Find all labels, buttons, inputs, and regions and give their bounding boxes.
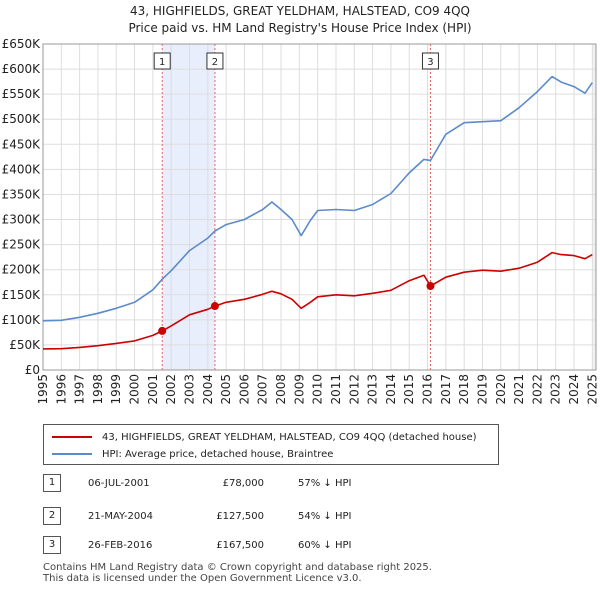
x-tick-label: 2009 (292, 374, 306, 405)
footer-copyright: Contains HM Land Registry data © Crown c… (43, 562, 432, 573)
hpi-line (42, 75, 593, 322)
legend-item-hpi: HPI: Average price, detached house, Brai… (52, 446, 333, 462)
plot-area (43, 44, 596, 370)
footer-licence: This data is licensed under the Open Gov… (43, 573, 362, 584)
legend-label-property: 43, HIGHFIELDS, GREAT YELDHAM, HALSTEAD,… (102, 431, 477, 443)
transaction-number: 2 (43, 507, 61, 525)
x-tick-label: 2008 (274, 374, 288, 405)
legend-swatch-hpi (52, 453, 92, 455)
y-tick-label: £550K (2, 87, 42, 101)
x-tick-label: 1996 (54, 374, 68, 405)
x-tick-label: 2024 (567, 374, 581, 405)
y-tick-label: £250K (2, 238, 42, 252)
sale-label-box (421, 52, 439, 70)
x-tick-label: 2007 (256, 374, 270, 405)
x-tick-label: 2010 (311, 374, 325, 405)
property-price-line (42, 251, 593, 350)
transaction-hpi-diff: 60% ↓ HPI (298, 540, 352, 551)
chart-title: 43, HIGHFIELDS, GREAT YELDHAM, HALSTEAD,… (130, 4, 470, 18)
x-tick-label: 2019 (475, 374, 489, 405)
x-tick-label: 2015 (402, 374, 416, 405)
y-tick-label: £400K (2, 162, 42, 176)
legend-item-property: 43, HIGHFIELDS, GREAT YELDHAM, HALSTEAD,… (52, 429, 477, 445)
price-chart: £0 £50K £100K £150K £200K £250K £300K £350K £400… (2, 37, 600, 405)
sale-marker (210, 302, 219, 311)
y-tick-label: £600K (2, 62, 42, 76)
sale-label-box (206, 52, 224, 70)
x-tick-label: 2012 (347, 374, 361, 405)
transaction-price: £167,500 (216, 540, 264, 551)
chart-subtitle: Price paid vs. HM Land Registry's House … (128, 21, 472, 35)
x-tick-label: 2003 (182, 374, 196, 405)
plot-border (42, 43, 597, 371)
legend-swatch-property (52, 436, 92, 438)
x-tick-label: 2016 (421, 374, 435, 405)
transaction-price: £127,500 (216, 511, 264, 522)
y-tick-label: £200K (2, 263, 42, 277)
transaction-number: 1 (43, 474, 61, 492)
x-tick-label: 2014 (384, 374, 398, 405)
x-tick-label: 2000 (128, 374, 142, 405)
sale-marker (426, 281, 435, 290)
y-tick-label: £150K (2, 288, 42, 302)
shaded-period (162, 44, 215, 370)
x-tick-label: 1997 (73, 374, 87, 405)
transaction-price: £78,000 (222, 478, 264, 489)
x-tick-label: 1999 (109, 374, 123, 405)
transaction-row: 3 26-FEB-2016 £167,500 60% ↓ HPI (0, 536, 600, 556)
sale-label: 3 (427, 57, 433, 68)
y-tick-label: £50K (9, 338, 41, 352)
x-tick-label: 2023 (549, 374, 563, 405)
sale-marker (158, 326, 167, 335)
y-tick-label: £650K (2, 37, 42, 51)
legend: 43, HIGHFIELDS, GREAT YELDHAM, HALSTEAD,… (43, 424, 499, 465)
future-hatch (593, 44, 596, 370)
y-tick-label: £100K (2, 313, 42, 327)
legend-label-hpi: HPI: Average price, detached house, Brai… (102, 448, 334, 460)
x-tick-label: 2001 (146, 374, 160, 405)
x-tick-label: 2002 (164, 374, 178, 405)
x-tick-label: 2011 (329, 374, 343, 405)
y-tick-label: £350K (2, 187, 42, 201)
x-tick-label: 2022 (530, 374, 544, 405)
transaction-date: 21-MAY-2004 (88, 511, 154, 522)
transaction-number: 3 (43, 536, 61, 554)
y-tick-label: £500K (2, 112, 42, 126)
sale-label-box (153, 52, 171, 70)
transaction-date: 06-JUL-2001 (88, 478, 150, 489)
x-tick-label: 2006 (237, 374, 251, 405)
transaction-hpi-diff: 57% ↓ HPI (298, 478, 352, 489)
x-tick-label: 2018 (457, 374, 471, 405)
x-tick-label: 1995 (36, 374, 50, 405)
x-tick-label: 2005 (219, 374, 233, 405)
transaction-date: 26-FEB-2016 (88, 540, 153, 551)
x-tick-label: 2017 (439, 374, 453, 405)
x-tick-label: 2021 (512, 374, 526, 405)
x-tick-label: 1998 (91, 374, 105, 405)
y-tick-label: £300K (2, 213, 42, 227)
sale-label: 2 (212, 57, 218, 68)
x-tick-label: 2025 (585, 374, 599, 405)
transaction-row: 2 21-MAY-2004 £127,500 54% ↓ HPI (0, 507, 600, 527)
transaction-row: 1 06-JUL-2001 £78,000 57% ↓ HPI (0, 474, 600, 494)
y-tick-label: £450K (2, 137, 42, 151)
x-tick-label: 2013 (366, 374, 380, 405)
transaction-hpi-diff: 54% ↓ HPI (298, 511, 352, 522)
y-tick-label: £0 (25, 363, 40, 377)
x-tick-label: 2004 (201, 374, 215, 405)
sale-label: 1 (159, 57, 165, 68)
x-tick-label: 2020 (494, 374, 508, 405)
